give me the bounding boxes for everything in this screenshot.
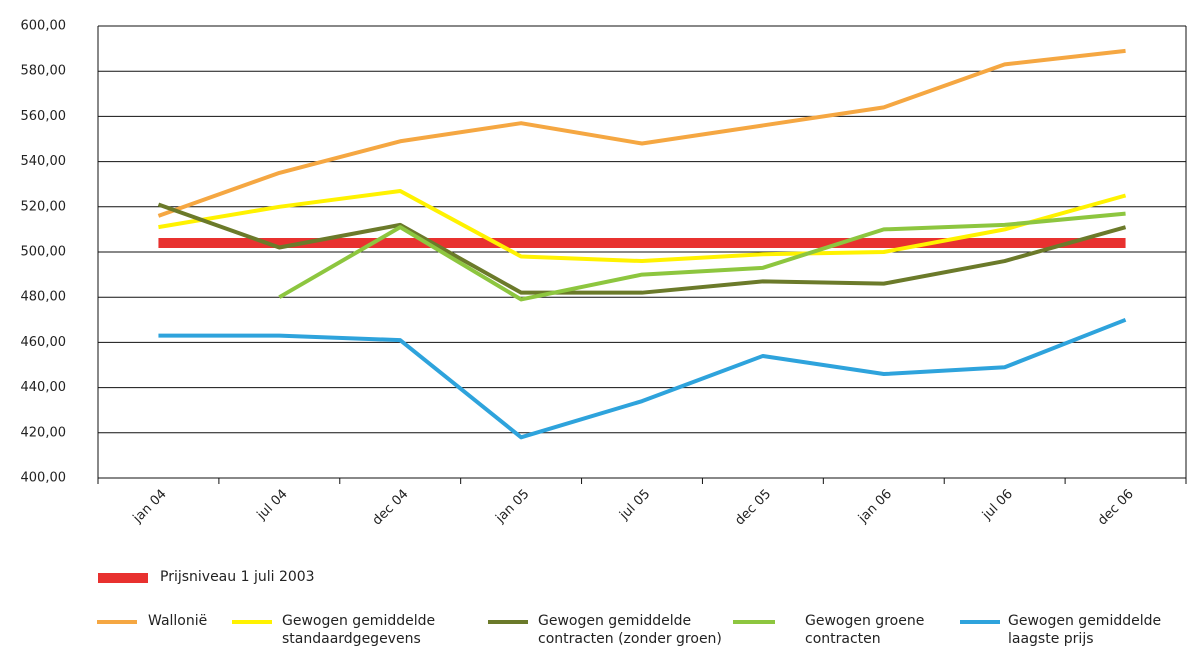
x-tick-label: jan 04	[130, 487, 170, 527]
series-line	[278, 211, 1126, 302]
y-tick-label: 500,00	[21, 245, 67, 260]
series-line	[158, 188, 1127, 264]
series-line	[157, 48, 1126, 218]
series-line	[157, 202, 1127, 295]
x-tick-label: jan 05	[492, 487, 532, 527]
y-tick-label: 520,00	[21, 199, 67, 214]
x-tick-label: dec 05	[732, 487, 774, 529]
legend-label: Gewogen gemiddelde standaardgegevens	[282, 613, 436, 646]
y-tick-label: 600,00	[21, 19, 67, 34]
legend-label: Prijsniveau 1 juli 2003	[160, 569, 315, 585]
x-tick-label: dec 06	[1095, 487, 1137, 529]
legend-swatch	[488, 620, 528, 624]
y-tick-label: 480,00	[21, 290, 67, 305]
legend-swatch	[733, 620, 775, 624]
y-tick-label: 540,00	[21, 154, 67, 169]
y-tick-label: 440,00	[21, 380, 67, 395]
x-tick-label: jul 04	[254, 487, 291, 524]
x-tick-label: jan 06	[855, 487, 895, 527]
y-tick-label: 400,00	[21, 471, 67, 486]
x-tick-label: jul 06	[979, 487, 1016, 524]
y-tick-label: 560,00	[21, 109, 67, 124]
x-tick-label: dec 04	[370, 487, 412, 529]
legend-swatch	[960, 620, 1000, 624]
legend-label: Gewogen gemiddelde contracten (zonder gr…	[538, 613, 722, 646]
legend-label: Gewogen groene contracten	[805, 613, 925, 646]
legend-label: Gewogen gemiddelde laagste prijs	[1008, 613, 1162, 646]
legend-swatch	[97, 620, 137, 624]
x-tick-label: jul 05	[616, 487, 653, 524]
y-tick-label: 420,00	[21, 425, 67, 440]
legend-label: Wallonië	[148, 613, 208, 629]
legend-swatch	[98, 573, 148, 583]
legend-swatch	[232, 620, 272, 624]
series-line	[158, 317, 1127, 440]
y-tick-label: 460,00	[21, 335, 67, 350]
y-tick-label: 580,00	[21, 64, 67, 79]
